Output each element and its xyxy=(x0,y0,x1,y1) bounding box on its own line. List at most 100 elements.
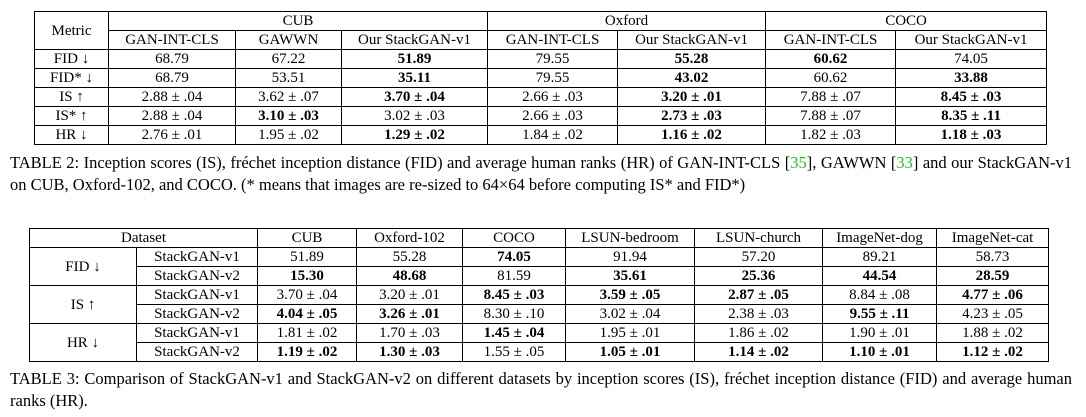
model-label: StackGAN-v2 xyxy=(136,266,259,286)
table-row: IS* ↑ 2.88 ± .04 3.10 ± .03 3.02 ± .03 2… xyxy=(34,106,1047,126)
table-cell: 2.87 ± .05 xyxy=(694,285,824,305)
table-row: FID* ↓ 68.79 53.51 35.11 79.55 43.02 60.… xyxy=(34,68,1047,88)
table-row: HR ↓ StackGAN-v1 1.81 ± .02 1.70 ± .03 1… xyxy=(29,323,1049,362)
table-cell: 67.22 xyxy=(235,49,342,69)
column-header: ImageNet-cat xyxy=(936,228,1049,248)
table-cell: 25.36 xyxy=(694,266,824,286)
table-cell: 1.10 ± .01 xyxy=(822,342,938,362)
table-cell: 2.73 ± .03 xyxy=(617,106,767,126)
table-cell: 91.94 xyxy=(565,247,696,267)
table-cell: 8.45 ± .03 xyxy=(895,87,1047,107)
table-cell: 33.88 xyxy=(895,68,1047,88)
table-cell: 3.70 ± .04 xyxy=(257,285,358,305)
table-cell: 57.20 xyxy=(694,247,824,267)
metric-label: HR ↓ xyxy=(29,323,137,362)
table-row: StackGAN-v2 4.04 ± .05 3.26 ± .01 8.30 ±… xyxy=(30,304,1049,324)
column-header: Our StackGAN-v1 xyxy=(617,30,767,50)
table-cell: 1.86 ± .02 xyxy=(694,323,824,343)
table-cell: 1.88 ± .02 xyxy=(962,325,1023,341)
table-row: IS ↑ StackGAN-v1 3.70 ± .04 3.20 ± .01 8… xyxy=(29,285,1049,324)
table-cell: 74.05 xyxy=(462,247,567,267)
table-cell: 1.70 ± .03 xyxy=(356,323,464,343)
table-cell: 28.59 xyxy=(936,266,1049,286)
table-cell: 1.12 ± .02 xyxy=(936,342,1049,362)
table-cell: 51.89 xyxy=(341,49,489,69)
table-cell: 1.29 ± .02 xyxy=(341,125,489,145)
column-header: Oxford-102 xyxy=(356,228,464,248)
row-label: IS* ↑ xyxy=(34,106,109,126)
row-label: HR ↓ xyxy=(34,125,109,145)
table-cell: 2.88 ± .04 xyxy=(108,87,236,107)
caption-text: ] and our StackGAN-v1 on CUB, Oxford-102… xyxy=(10,153,1072,194)
table-cell: 1.90 ± .01 xyxy=(822,323,938,343)
table-3-caption: TABLE 3: Comparison of StackGAN-v1 and S… xyxy=(10,369,1072,410)
table-row: StackGAN-v2 15.30 48.68 81.59 35.61 25.3… xyxy=(30,266,1049,286)
table-cell: 8.45 ± .03 xyxy=(462,285,567,305)
model-label: StackGAN-v1 xyxy=(136,323,259,343)
metric-header: Metric xyxy=(34,11,109,50)
table-cell: 48.68 xyxy=(356,266,464,286)
table-cell: 74.05 xyxy=(895,49,1047,69)
table-row: FID ↓ 68.79 67.22 51.89 79.55 55.28 60.6… xyxy=(34,49,1047,69)
table-row: IS ↑ 2.88 ± .04 3.62 ± .07 3.70 ± .04 2.… xyxy=(34,87,1047,107)
table-cell: 7.88 ± .07 xyxy=(765,106,897,126)
table-cell: 68.79 xyxy=(108,68,236,88)
citation-link[interactable]: 33 xyxy=(896,153,913,172)
table-cell: 1.82 ± .03 xyxy=(765,125,897,145)
model-label: StackGAN-v2 xyxy=(136,304,259,324)
table-cell: 1.84 ± .02 xyxy=(487,125,619,145)
column-header: LSUN-bedroom xyxy=(565,228,696,248)
table-cell: 3.10 ± .03 xyxy=(235,106,342,126)
table-cell: 79.55 xyxy=(487,49,619,69)
table-cell: 4.77 ± .06 xyxy=(962,287,1023,303)
table-cell: 3.62 ± .07 xyxy=(235,87,342,107)
table-cell: 1.14 ± .02 xyxy=(694,342,824,362)
column-header: GAWWN xyxy=(235,30,342,50)
table-cell: 3.26 ± .01 xyxy=(356,304,464,324)
table-cell: 8.35 ± .11 xyxy=(895,106,1047,126)
table-cell: 15.30 xyxy=(257,266,358,286)
column-header: COCO xyxy=(462,228,567,248)
table-cell: 35.11 xyxy=(341,68,489,88)
row-label: FID ↓ xyxy=(34,49,109,69)
column-header: ImageNet-dog xyxy=(822,228,938,248)
table-cell: 8.30 ± .10 xyxy=(462,304,567,324)
table-cell: 51.89 xyxy=(257,247,358,267)
table-2-caption: TABLE 2: Inception scores (IS), fréchet … xyxy=(10,152,1072,196)
table-cell: 35.61 xyxy=(565,266,696,286)
table-cell: 2.38 ± .03 xyxy=(694,304,824,324)
column-header: GAN-INT-CLS xyxy=(765,30,897,50)
table-cell: 44.54 xyxy=(822,266,938,286)
model-label: StackGAN-v1 xyxy=(136,247,259,267)
metric-label: IS ↑ xyxy=(29,285,137,324)
table-cell: 2.66 ± .03 xyxy=(487,87,619,107)
table-cell: 4.23 ± .05 xyxy=(936,304,1049,324)
table-cell: 43.02 xyxy=(617,68,767,88)
table-cell: 89.21 xyxy=(822,247,938,267)
table-cell: 3.20 ± .01 xyxy=(356,285,464,305)
table-cell: 1.19 ± .02 xyxy=(257,342,358,362)
column-header: GAN-INT-CLS xyxy=(108,30,236,50)
table-cell: 9.55 ± .11 xyxy=(822,304,938,324)
table-2: Metric CUB Oxford COCO GAN-INT-CLS GAWWN… xyxy=(34,11,1048,145)
caption-text: ], GAWWN [ xyxy=(806,153,897,172)
table-cell: 55.28 xyxy=(356,247,464,267)
table-cell: 3.02 ± .03 xyxy=(341,106,489,126)
row-label: FID* ↓ xyxy=(34,68,109,88)
column-header: CUB xyxy=(257,228,358,248)
model-label: StackGAN-v1 xyxy=(136,285,259,305)
table-row: FID ↓ StackGAN-v1 51.89 55.28 74.05 91.9… xyxy=(29,247,1049,286)
table-cell: 3.70 ± .04 xyxy=(341,87,489,107)
table-cell: 60.62 xyxy=(765,49,897,69)
citation-link[interactable]: 35 xyxy=(790,153,807,172)
table-cell: 7.88 ± .07 xyxy=(765,87,897,107)
table-cell: 81.59 xyxy=(462,266,567,286)
column-header: Our StackGAN-v1 xyxy=(341,30,489,50)
table-cell: 79.55 xyxy=(487,68,619,88)
group-header-oxford: Oxford xyxy=(487,11,767,31)
table-cell: 3.02 ± .04 xyxy=(565,304,696,324)
table-cell: 68.79 xyxy=(108,49,236,69)
table-cell: 4.04 ± .05 xyxy=(257,304,358,324)
table-cell: 53.51 xyxy=(235,68,342,88)
table-cell: 2.76 ± .01 xyxy=(108,125,236,145)
